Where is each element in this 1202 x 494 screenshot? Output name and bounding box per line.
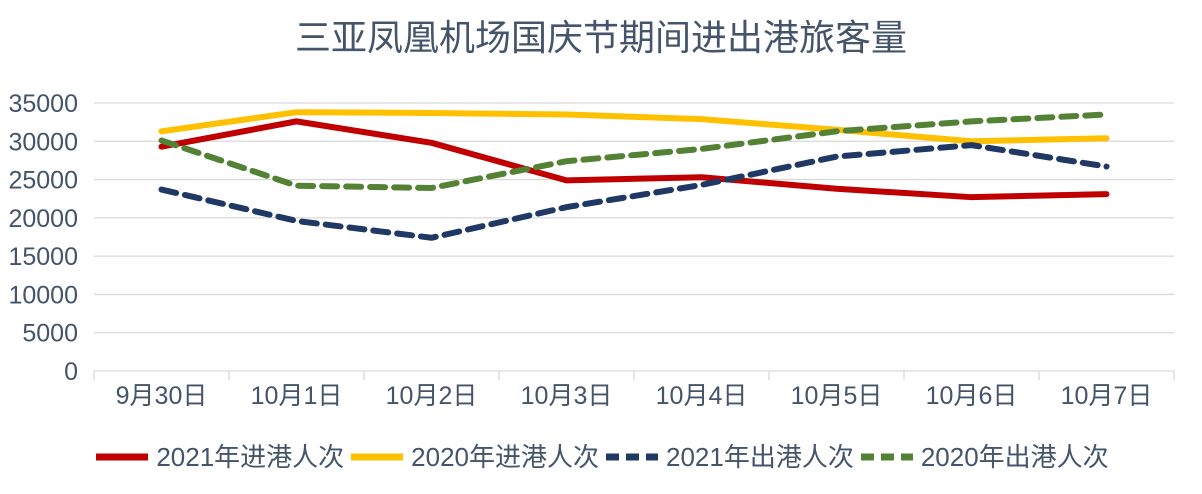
legend-label-0: 2021年进港人次 <box>156 442 345 472</box>
y-axis-tick-label: 15000 <box>8 243 78 271</box>
legend-label-3: 2020年出港人次 <box>920 442 1109 472</box>
x-axis-tick-label: 10月5日 <box>791 382 883 410</box>
legend-item-3: 2020年出港人次 <box>858 441 1109 473</box>
y-axis-tick-label: 5000 <box>22 320 78 348</box>
chart-title: 三亚凤凰机场国庆节期间进出港旅客量 <box>294 18 907 58</box>
series-line-3 <box>158 111 1110 191</box>
legend-swatch-0 <box>96 453 149 461</box>
x-axis-tick-label: 10月6日 <box>926 382 1018 410</box>
legend-item-0: 2021年进港人次 <box>93 441 344 473</box>
legend-swatch-3 <box>860 453 913 461</box>
plot-area: 0 5000 10000 15000 20000 25000 30000 35000 9月30日… <box>8 90 1175 410</box>
x-axis-tick-label: 10月4日 <box>656 382 748 410</box>
x-axis-tick-label: 9月30日 <box>116 382 208 410</box>
legend: 2021年进港人次 2020年进港人次 2021年出港人次 2020年出港人次 <box>0 441 1202 473</box>
y-axis-tick-label: 20000 <box>8 205 78 233</box>
series-line-0 <box>158 118 1110 201</box>
legend-item-2: 2021年出港人次 <box>603 441 854 473</box>
y-axis-tick-label: 10000 <box>8 281 78 309</box>
series-line-2 <box>158 142 1110 241</box>
y-axis-tick-label: 25000 <box>8 167 78 195</box>
x-axis-tick-label: 10月2日 <box>386 382 478 410</box>
legend-swatch-2 <box>606 453 658 461</box>
series-line-1 <box>158 109 1110 145</box>
legend-swatch-1 <box>351 453 404 461</box>
legend-label-1: 2020年进港人次 <box>411 442 599 472</box>
y-axis-tick-label: 35000 <box>8 90 78 118</box>
y-axis-tick-label: 0 <box>64 358 78 386</box>
legend-item-1: 2020年进港人次 <box>348 441 599 473</box>
x-axis-tick-label: 10月7日 <box>1061 382 1153 410</box>
x-axis-tick-label: 10月1日 <box>251 382 343 410</box>
legend-label-2: 2021年出港人次 <box>666 442 854 472</box>
y-axis-tick-label: 30000 <box>8 128 78 156</box>
x-axis-tick-label: 10月3日 <box>521 382 613 410</box>
